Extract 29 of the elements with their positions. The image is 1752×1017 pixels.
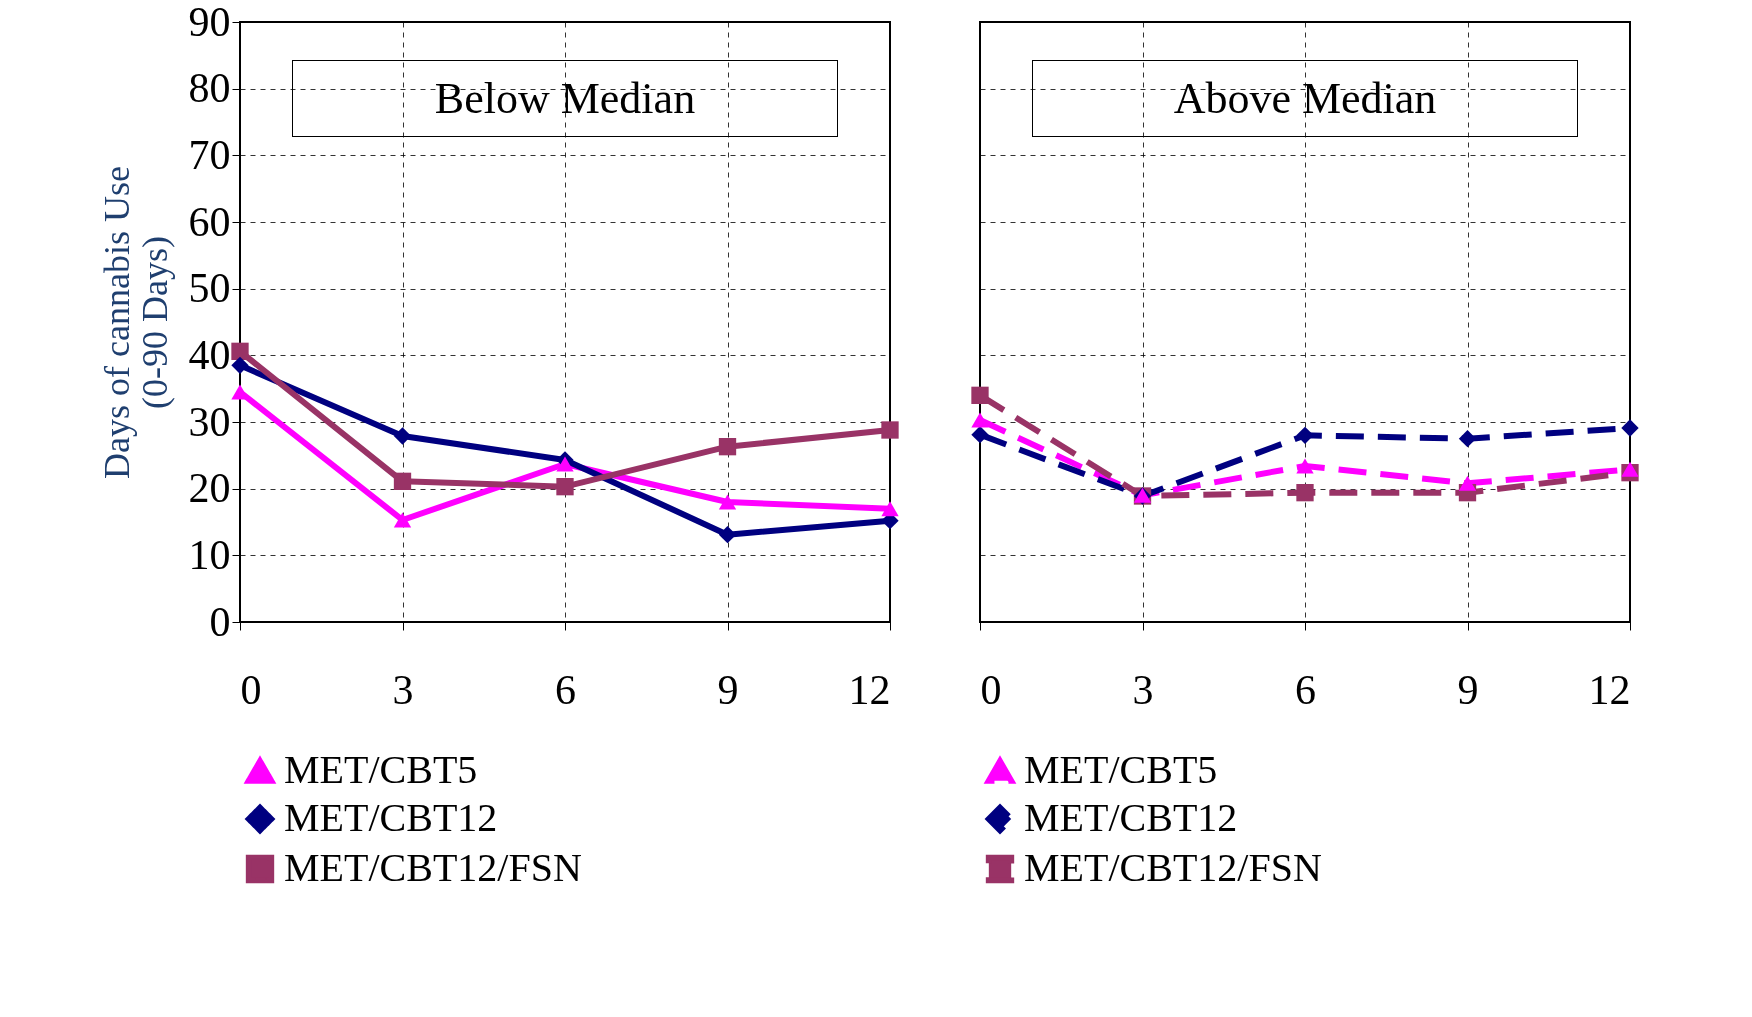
legend-label: MET/CBT12: [284, 795, 498, 840]
legend-label: MET/CBT12/FSN: [284, 845, 582, 890]
y-tick-label: 10: [188, 531, 231, 578]
x-tick-label: 12: [848, 666, 891, 713]
legend-label: MET/CBT12/FSN: [1024, 845, 1322, 890]
x-tick-label: 0: [240, 666, 262, 713]
y-tick-label: 50: [188, 265, 231, 312]
x-tick-label: 3: [392, 666, 414, 713]
x-tick-label: 6: [555, 666, 576, 713]
x-tick-label: 0: [980, 666, 1002, 713]
y-tick-label: 20: [188, 465, 231, 512]
x-tick-label: 9: [717, 666, 739, 713]
y-axis-title: Days of cannabis Use (0-90 Days): [96, 166, 175, 479]
title-box: Below Median: [292, 60, 838, 137]
x-tick-label: 12: [1588, 666, 1631, 713]
y-tick-label: 70: [188, 131, 231, 178]
x-tick-label: 9: [1457, 666, 1479, 713]
y-tick-label: 40: [188, 331, 231, 378]
legend-label: MET/CBT12: [1024, 795, 1238, 840]
y-tick-label: 80: [188, 65, 231, 112]
x-tick-label: 6: [1295, 666, 1316, 713]
y-tick-label: 0: [209, 598, 231, 645]
y-tick-label: 30: [188, 398, 231, 445]
x-tick-label: 3: [1132, 666, 1154, 713]
y-tick-label: 90: [188, 0, 231, 45]
legend-label: MET/CBT5: [284, 747, 478, 792]
y-tick-label: 60: [188, 198, 231, 245]
legend-label: MET/CBT5: [1024, 747, 1218, 792]
title-box: Above Median: [1032, 60, 1578, 137]
